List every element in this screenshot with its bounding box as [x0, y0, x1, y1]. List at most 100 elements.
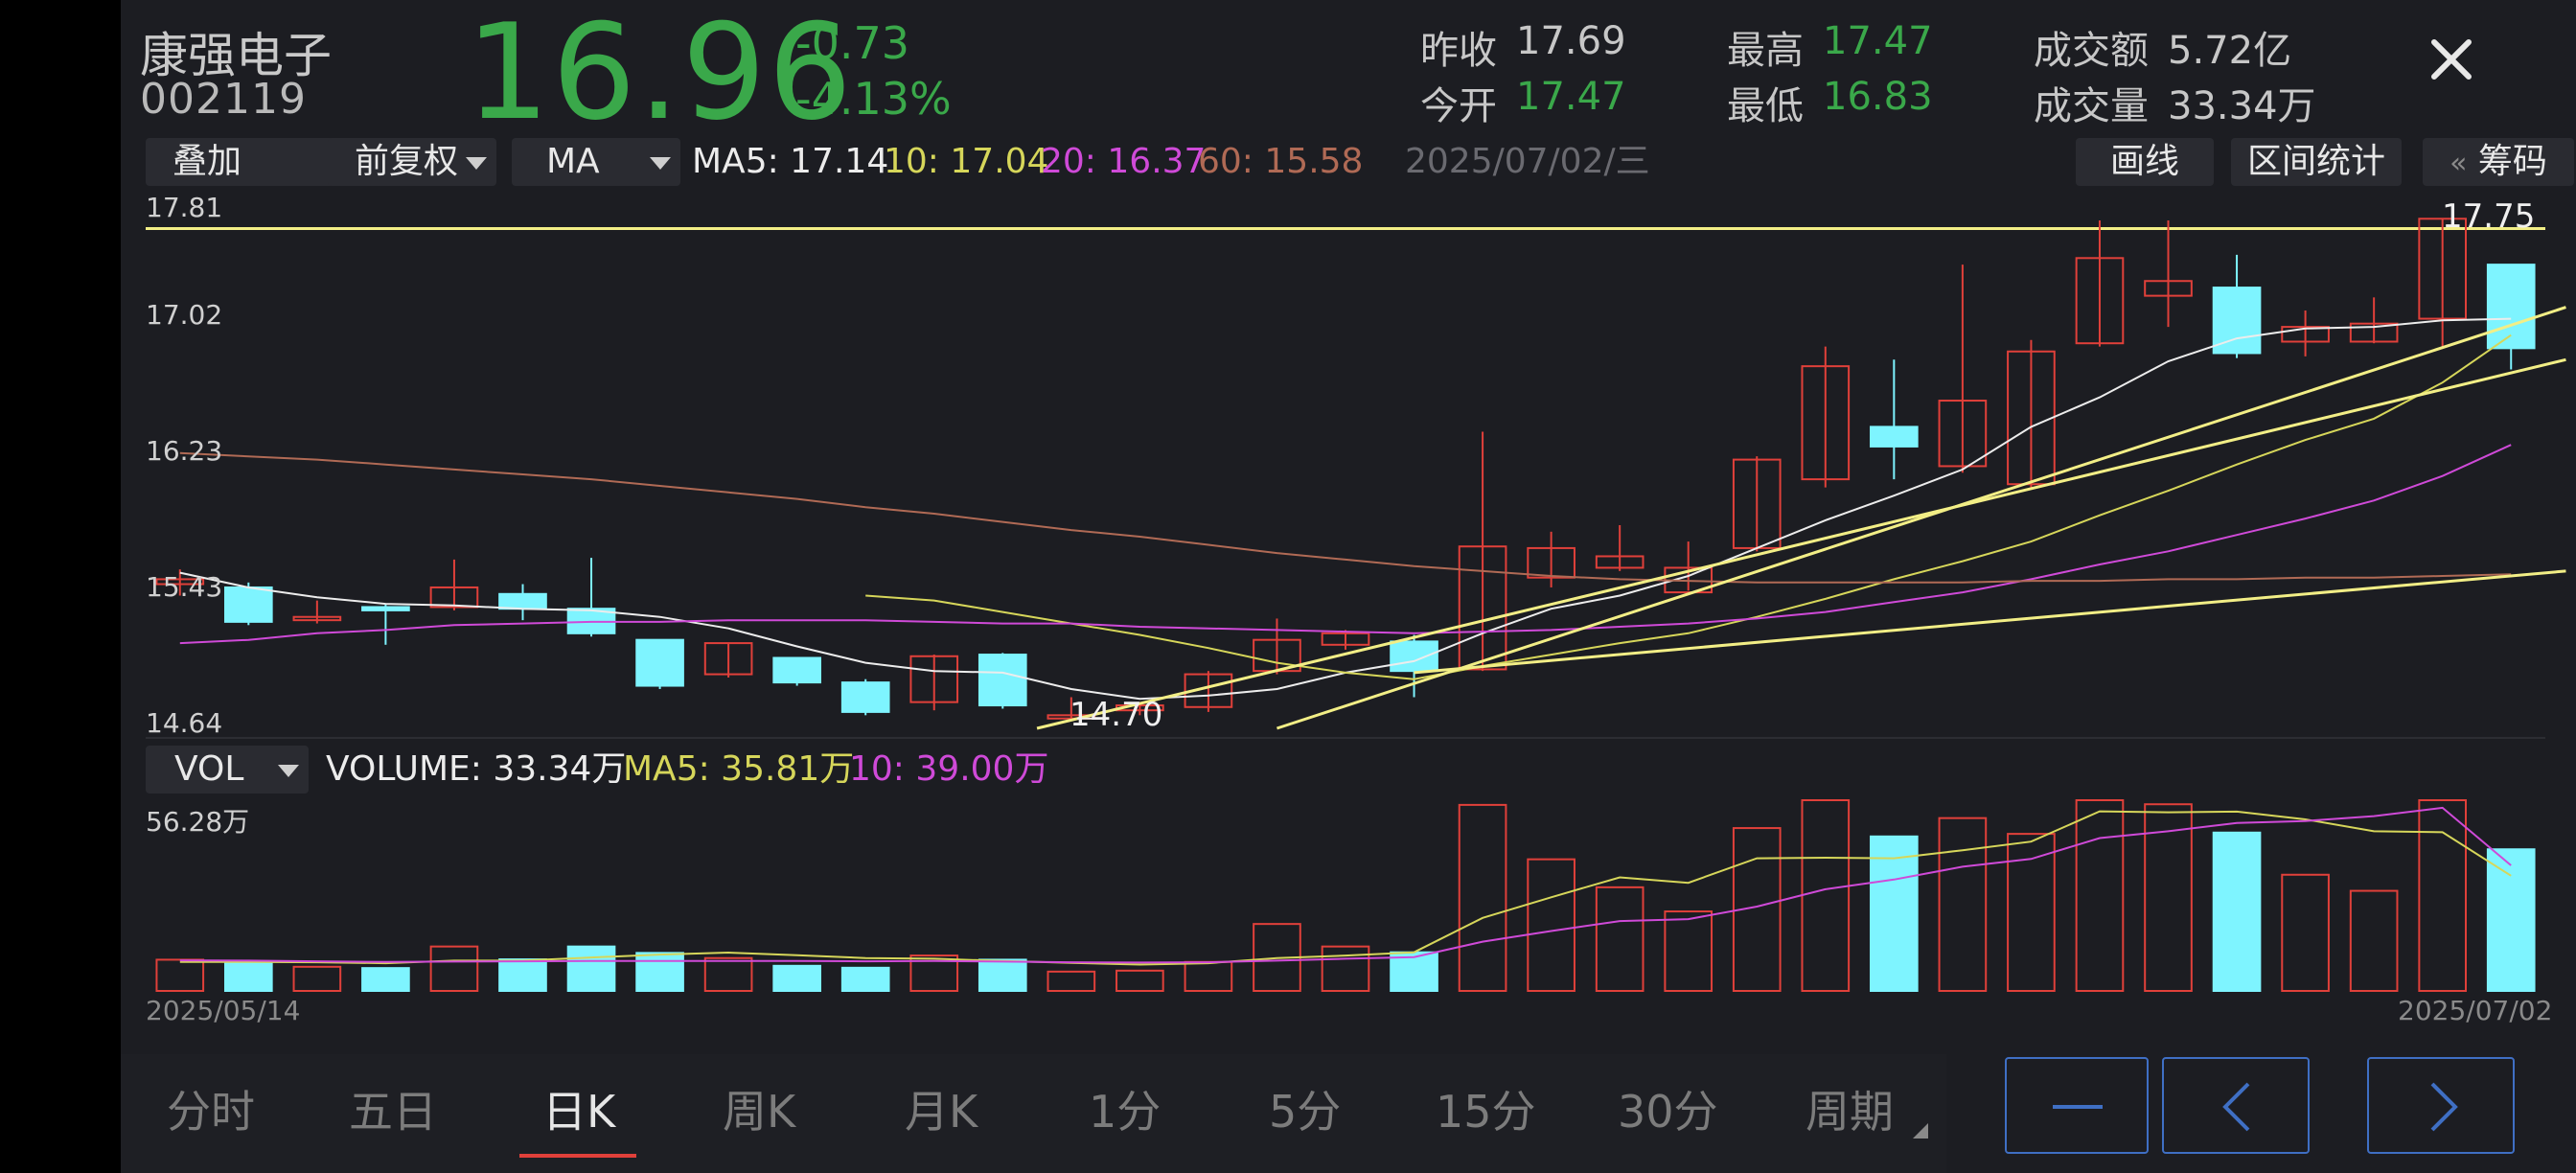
turnover-label: 成交额 [2034, 29, 2149, 73]
volume-bar [1938, 816, 1988, 992]
candle-down [1390, 640, 1438, 673]
candle-down [840, 681, 890, 713]
y-axis-label: 16.23 [146, 435, 223, 467]
candlestick-chart[interactable] [121, 0, 2576, 1054]
y-axis-label: 17.81 [146, 192, 223, 223]
candle-down [361, 606, 410, 611]
low-marker-label: 14.70 [1070, 696, 1163, 734]
volume-bar [978, 958, 1027, 992]
volume-bar [1595, 886, 1644, 992]
volume-bar [566, 945, 616, 993]
volume-bar [772, 964, 821, 992]
volume-bar [1046, 970, 1096, 993]
volume-bar [1801, 799, 1851, 992]
chips-label: 筹码 [2477, 142, 2547, 181]
ma60-value: 60: 15.58 [1198, 142, 1364, 181]
corner-triangle-icon [1913, 1123, 1928, 1138]
y-axis-label: 15.43 [146, 571, 223, 603]
adjust-label: 前复权 [355, 142, 459, 181]
volume-label: 成交量 [2034, 84, 2149, 128]
candle-up [2075, 257, 2125, 345]
candle-up [1046, 714, 1096, 720]
volume-bar [2281, 873, 2330, 993]
ma-line-ma60 [179, 451, 2512, 584]
drawn-trendline [1036, 357, 2566, 730]
candle-up [292, 615, 342, 622]
tab-five-day[interactable]: 五日 [349, 1086, 437, 1138]
tab-1min[interactable]: 1分 [1089, 1086, 1162, 1138]
candle-down [635, 638, 684, 687]
chips-button[interactable]: « 筹码 [2423, 138, 2574, 186]
ma20-value: 20: 16.37 [1041, 142, 1207, 181]
ma-line-ma10 [865, 334, 2512, 680]
zoom-out-button[interactable] [2005, 1057, 2149, 1154]
double-chevron-left-icon: « [2450, 147, 2468, 180]
volume-ma5-line [179, 810, 2512, 966]
volume-bar [498, 958, 547, 992]
volume-bar [361, 967, 410, 993]
candle-up [1801, 365, 1851, 481]
low-label: 最低 [1727, 84, 1804, 128]
turnover-value: 5.72亿 [2168, 29, 2292, 73]
volume-bar [1527, 858, 1576, 992]
ma10-value: 10: 17.04 [884, 142, 1049, 181]
candle-up [155, 578, 205, 586]
dropdown-arrow-icon [466, 157, 487, 170]
tab-intraday[interactable]: 分时 [167, 1086, 255, 1138]
tab-5min[interactable]: 5分 [1269, 1086, 1342, 1138]
minus-icon [2053, 1105, 2103, 1109]
volume-bar [2349, 889, 2399, 992]
candle-up [1595, 555, 1644, 569]
volume-bar [223, 960, 273, 993]
tab-30min[interactable]: 30分 [1618, 1086, 1718, 1138]
candle-up [909, 655, 959, 703]
volume-bar [703, 956, 753, 993]
tab-monthly-k[interactable]: 月K [905, 1086, 978, 1138]
vol-ma5-readout: MA5: 35.81万 [623, 749, 855, 789]
tab-period[interactable]: 周期 [1806, 1086, 1894, 1138]
prev-button[interactable] [2162, 1057, 2310, 1154]
candle-up [1184, 673, 1233, 708]
candle-up [1527, 546, 1576, 579]
indicator-dropdown[interactable]: MA [512, 138, 680, 186]
x-end-date: 2025/07/02 [2398, 995, 2553, 1026]
next-button[interactable] [2367, 1057, 2515, 1154]
draw-line-button[interactable]: 画线 [2076, 138, 2214, 186]
tab-weekly-k[interactable]: 周K [723, 1086, 796, 1138]
range-stats-button[interactable]: 区间统计 [2231, 138, 2402, 186]
adjust-dropdown[interactable]: 前复权 [328, 138, 496, 186]
volume-bar [1870, 835, 1919, 992]
prev-close-value: 17.69 [1516, 19, 1626, 63]
volume-bar [2144, 803, 2193, 992]
volume-bar [292, 965, 342, 992]
close-icon[interactable] [2423, 31, 2480, 88]
candle-up [1321, 632, 1370, 646]
volume-bar [840, 966, 890, 993]
x-start-date: 2025/05/14 [146, 995, 301, 1026]
volume-bar [2075, 799, 2125, 992]
volume-ma10-line [179, 806, 2512, 964]
cursor-date: 2025/07/02/三 [1405, 142, 1650, 181]
tab-15min[interactable]: 15分 [1436, 1086, 1536, 1138]
volume-bar [635, 952, 684, 992]
vol-ma10-readout: 10: 39.00万 [849, 749, 1049, 789]
dropdown-arrow-icon [650, 157, 671, 170]
volume-bar [1321, 945, 1370, 993]
candle-down [978, 654, 1027, 707]
volume-bar [1664, 910, 1714, 993]
tab-daily-k[interactable]: 日K [542, 1086, 616, 1138]
volume-bar [1732, 827, 1782, 993]
high-label: 最高 [1727, 29, 1804, 73]
indicator-label: MA [546, 142, 600, 181]
chevron-left-icon [2222, 1082, 2250, 1132]
open-label: 今开 [1420, 84, 1497, 128]
volume-bar [155, 958, 205, 992]
vol-indicator-label: VOL [174, 749, 244, 789]
candle-up [2281, 326, 2330, 343]
vol-indicator-dropdown[interactable]: VOL [146, 746, 309, 794]
candle-down [223, 586, 273, 623]
candle-down [2212, 287, 2262, 355]
volume-bar [429, 945, 479, 993]
overlay-label: 叠加 [172, 142, 242, 181]
period-tab-bar [121, 1054, 1946, 1173]
